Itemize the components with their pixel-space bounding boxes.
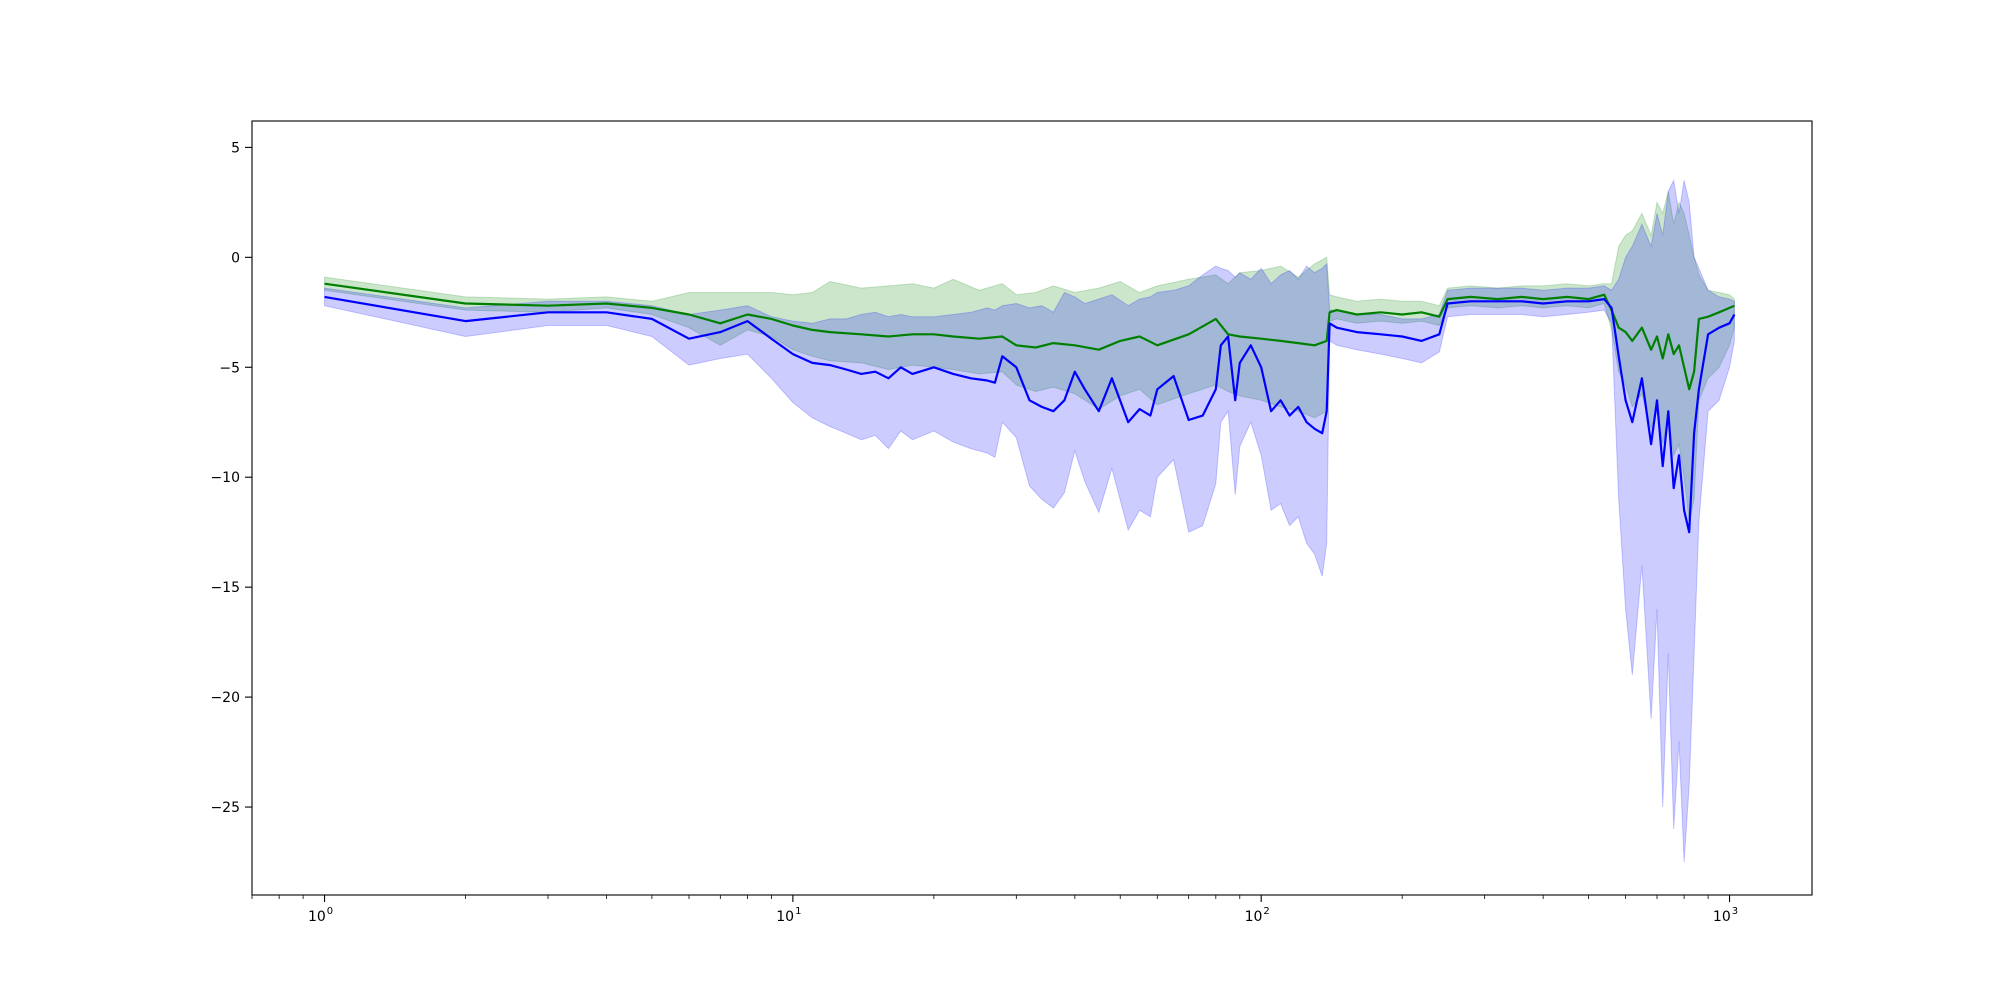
y-tick-label: −15 [210,580,240,596]
y-tick-label: −20 [210,690,240,706]
y-tick-label: −10 [210,470,240,486]
series-line-0 [324,282,1735,391]
series-lines [324,282,1736,534]
y-tick-label: 5 [231,140,240,156]
y-tick-label: 0 [231,250,240,266]
band-0 [324,191,1735,522]
plot-frame [251,120,1813,896]
y-tick-label: −5 [219,360,240,376]
y-tick-label: −25 [210,800,240,816]
series-line-1 [324,295,1736,534]
confidence-bands [324,178,1735,863]
x-axis: 100 101 102 103 [251,895,1738,925]
band-1 [324,178,1735,863]
y-axis: 5 0 −5 −10 −15 −20 −25 [210,140,252,816]
